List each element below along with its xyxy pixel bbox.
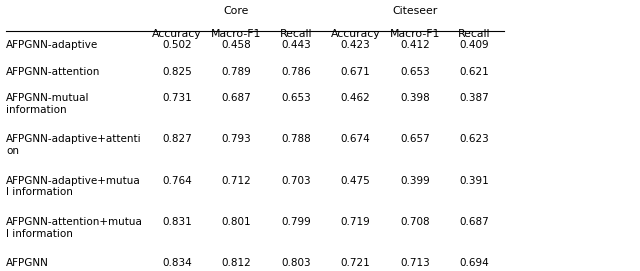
Text: AFPGNN-attention+mutua
l information: AFPGNN-attention+mutua l information — [6, 217, 143, 238]
Text: 0.827: 0.827 — [162, 134, 192, 144]
Text: 0.621: 0.621 — [460, 67, 490, 77]
Text: 0.423: 0.423 — [340, 40, 371, 50]
Text: Recall: Recall — [458, 29, 491, 39]
Text: 0.719: 0.719 — [340, 217, 371, 227]
Text: 0.831: 0.831 — [162, 217, 192, 227]
Text: 0.671: 0.671 — [340, 67, 371, 77]
Text: 0.788: 0.788 — [281, 134, 311, 144]
Text: 0.803: 0.803 — [281, 258, 311, 268]
Text: 0.812: 0.812 — [221, 258, 252, 268]
Text: AFPGNN: AFPGNN — [6, 258, 49, 268]
Text: 0.708: 0.708 — [400, 217, 430, 227]
Text: AFPGNN-adaptive+mutua
l information: AFPGNN-adaptive+mutua l information — [6, 176, 141, 197]
Text: 0.731: 0.731 — [162, 93, 192, 103]
Text: Accuracy: Accuracy — [331, 29, 380, 39]
Text: 0.721: 0.721 — [340, 258, 371, 268]
Text: 0.653: 0.653 — [281, 93, 311, 103]
Text: 0.502: 0.502 — [162, 40, 192, 50]
Text: 0.399: 0.399 — [400, 176, 430, 186]
Text: AFPGNN-mutual
information: AFPGNN-mutual information — [6, 93, 90, 115]
Text: 0.398: 0.398 — [400, 93, 430, 103]
Text: 0.458: 0.458 — [221, 40, 252, 50]
Text: 0.694: 0.694 — [460, 258, 490, 268]
Text: 0.443: 0.443 — [281, 40, 311, 50]
Text: Macro-F1: Macro-F1 — [390, 29, 440, 39]
Text: Accuracy: Accuracy — [152, 29, 202, 39]
Text: 0.789: 0.789 — [221, 67, 252, 77]
Text: Core: Core — [224, 6, 249, 16]
Text: 0.687: 0.687 — [221, 93, 252, 103]
Text: Citeseer: Citeseer — [392, 6, 438, 16]
Text: 0.703: 0.703 — [281, 176, 311, 186]
Text: Macro-F1: Macro-F1 — [211, 29, 262, 39]
Text: 0.674: 0.674 — [340, 134, 371, 144]
Text: 0.653: 0.653 — [400, 67, 430, 77]
Text: 0.834: 0.834 — [162, 258, 192, 268]
Text: 0.713: 0.713 — [400, 258, 430, 268]
Text: 0.793: 0.793 — [221, 134, 252, 144]
Text: AFPGNN-attention: AFPGNN-attention — [6, 67, 100, 77]
Text: 0.409: 0.409 — [460, 40, 490, 50]
Text: 0.657: 0.657 — [400, 134, 430, 144]
Text: 0.712: 0.712 — [221, 176, 252, 186]
Text: AFPGNN-adaptive: AFPGNN-adaptive — [6, 40, 99, 50]
Text: AFPGNN-adaptive+attenti
on: AFPGNN-adaptive+attenti on — [6, 134, 142, 156]
Text: 0.462: 0.462 — [340, 93, 371, 103]
Text: 0.687: 0.687 — [460, 217, 490, 227]
Text: 0.786: 0.786 — [281, 67, 311, 77]
Text: 0.799: 0.799 — [281, 217, 311, 227]
Text: 0.825: 0.825 — [162, 67, 192, 77]
Text: 0.801: 0.801 — [221, 217, 252, 227]
Text: 0.623: 0.623 — [460, 134, 490, 144]
Text: 0.391: 0.391 — [460, 176, 490, 186]
Text: 0.764: 0.764 — [162, 176, 192, 186]
Text: Recall: Recall — [280, 29, 312, 39]
Text: 0.475: 0.475 — [340, 176, 371, 186]
Text: 0.412: 0.412 — [400, 40, 430, 50]
Text: 0.387: 0.387 — [460, 93, 490, 103]
